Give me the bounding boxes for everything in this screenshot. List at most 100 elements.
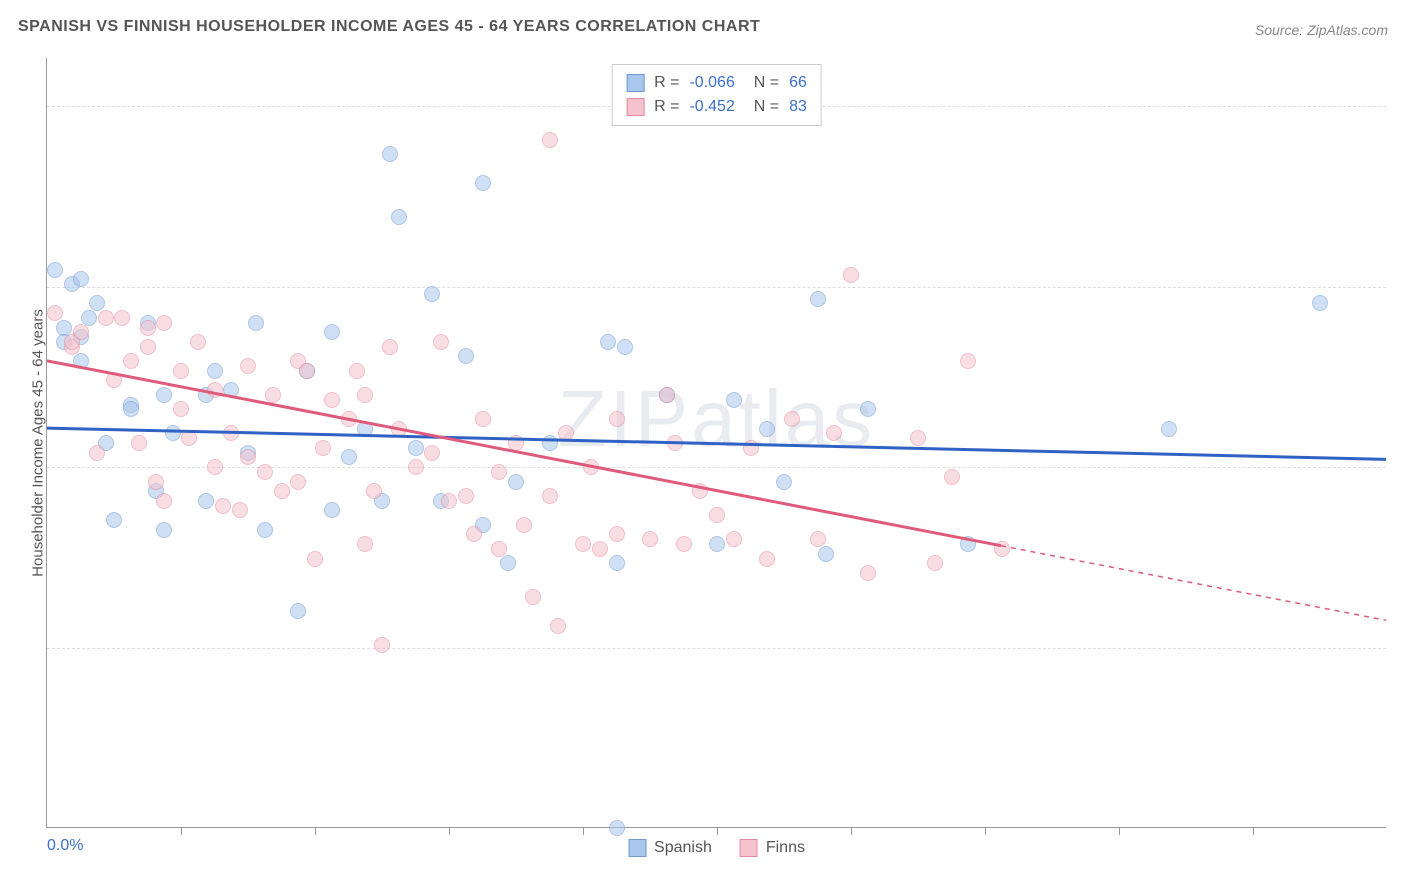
data-point-finns: [148, 474, 164, 490]
data-point-finns: [408, 459, 424, 475]
scatter-plot: ZIPatlas R = -0.066 N = 66 R = -0.452 N …: [46, 58, 1386, 828]
data-point-finns: [810, 531, 826, 547]
x-tick: [449, 827, 450, 835]
data-point-spanish: [89, 295, 105, 311]
data-point-spanish: [759, 421, 775, 437]
legend-item-finns: Finns: [740, 839, 805, 857]
data-point-finns: [240, 358, 256, 374]
data-point-finns: [960, 353, 976, 369]
data-point-finns: [156, 315, 172, 331]
data-point-finns: [307, 551, 323, 567]
data-point-finns: [156, 493, 172, 509]
data-point-finns: [324, 392, 340, 408]
data-point-spanish: [960, 536, 976, 552]
data-point-spanish: [709, 536, 725, 552]
x-tick: [717, 827, 718, 835]
data-point-finns: [73, 324, 89, 340]
data-point-spanish: [156, 522, 172, 538]
data-point-spanish: [1312, 295, 1328, 311]
data-point-spanish: [248, 315, 264, 331]
x-tick: [1119, 827, 1120, 835]
data-point-finns: [98, 310, 114, 326]
data-point-spanish: [475, 175, 491, 191]
data-point-spanish: [776, 474, 792, 490]
data-point-finns: [299, 363, 315, 379]
data-point-spanish: [500, 555, 516, 571]
data-point-spanish: [818, 546, 834, 562]
data-point-finns: [583, 459, 599, 475]
chart-title: SPANISH VS FINNISH HOUSEHOLDER INCOME AG…: [18, 18, 760, 36]
data-point-finns: [491, 464, 507, 480]
data-point-finns: [927, 555, 943, 571]
data-point-finns: [475, 411, 491, 427]
series-legend: Spanish Finns: [628, 839, 805, 857]
data-point-finns: [726, 531, 742, 547]
data-point-spanish: [357, 421, 373, 437]
data-point-finns: [609, 526, 625, 542]
data-point-finns: [357, 536, 373, 552]
data-point-spanish: [810, 291, 826, 307]
data-point-finns: [910, 430, 926, 446]
data-point-spanish: [290, 603, 306, 619]
data-point-finns: [391, 421, 407, 437]
data-point-finns: [491, 541, 507, 557]
data-point-finns: [131, 435, 147, 451]
data-point-finns: [424, 445, 440, 461]
data-point-finns: [994, 541, 1010, 557]
data-point-finns: [181, 430, 197, 446]
x-tick: [851, 827, 852, 835]
data-point-spanish: [73, 353, 89, 369]
data-point-spanish: [600, 334, 616, 350]
source-credit: Source: ZipAtlas.com: [1255, 22, 1388, 38]
data-point-finns: [609, 411, 625, 427]
data-point-finns: [575, 536, 591, 552]
data-point-finns: [207, 459, 223, 475]
data-point-finns: [667, 435, 683, 451]
data-point-finns: [190, 334, 206, 350]
data-point-spanish: [617, 339, 633, 355]
data-point-spanish: [726, 392, 742, 408]
data-point-spanish: [542, 435, 558, 451]
data-point-finns: [341, 411, 357, 427]
data-point-finns: [843, 267, 859, 283]
data-point-finns: [274, 483, 290, 499]
data-point-spanish: [391, 209, 407, 225]
data-point-spanish: [106, 512, 122, 528]
data-point-spanish: [324, 324, 340, 340]
data-point-spanish: [81, 310, 97, 326]
data-point-spanish: [609, 555, 625, 571]
data-point-finns: [232, 502, 248, 518]
data-point-spanish: [860, 401, 876, 417]
legend-item-spanish: Spanish: [628, 839, 712, 857]
correlation-legend: R = -0.066 N = 66 R = -0.452 N = 83: [611, 64, 822, 126]
x-tick: [583, 827, 584, 835]
data-point-finns: [382, 339, 398, 355]
legend-row-finns: R = -0.452 N = 83: [626, 95, 807, 119]
data-point-finns: [709, 507, 725, 523]
data-point-finns: [542, 132, 558, 148]
data-point-finns: [257, 464, 273, 480]
data-point-finns: [290, 474, 306, 490]
data-point-spanish: [198, 493, 214, 509]
data-point-finns: [140, 339, 156, 355]
data-point-finns: [550, 618, 566, 634]
data-point-finns: [525, 589, 541, 605]
data-point-finns: [173, 363, 189, 379]
data-point-spanish: [609, 820, 625, 836]
data-point-spanish: [408, 440, 424, 456]
data-point-finns: [89, 445, 105, 461]
data-point-finns: [508, 435, 524, 451]
data-point-finns: [860, 565, 876, 581]
data-point-finns: [759, 551, 775, 567]
data-point-finns: [140, 320, 156, 336]
data-point-finns: [542, 488, 558, 504]
data-point-spanish: [324, 502, 340, 518]
data-point-spanish: [257, 522, 273, 538]
data-point-spanish: [156, 387, 172, 403]
data-point-finns: [592, 541, 608, 557]
data-point-spanish: [458, 348, 474, 364]
data-point-finns: [659, 387, 675, 403]
data-point-spanish: [207, 363, 223, 379]
data-point-finns: [207, 382, 223, 398]
legend-row-spanish: R = -0.066 N = 66: [626, 71, 807, 95]
